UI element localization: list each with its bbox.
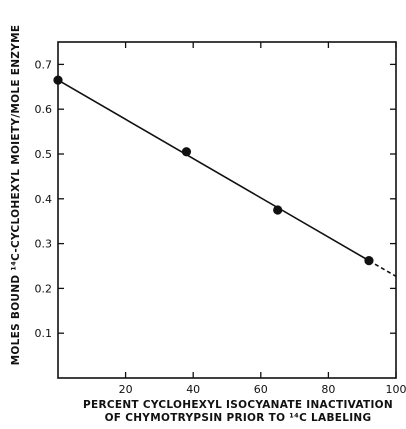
data-point xyxy=(364,256,374,266)
plot-frame-group xyxy=(57,41,397,379)
data-point xyxy=(273,205,283,215)
fit-line-group xyxy=(57,79,397,277)
y-tick-label: 0.6 xyxy=(35,103,53,116)
data-point xyxy=(181,147,192,157)
y-axis-label: MOLES BOUND ¹⁴C-CYCLOHEXYL MOIETY/MOLE E… xyxy=(10,25,22,366)
x-tick-label: 60 xyxy=(254,383,268,396)
x-axis-label-line2: OF CHYMOTRYPSIN PRIOR TO ¹⁴C LABELING xyxy=(105,412,372,424)
y-tick-label: 0.4 xyxy=(35,193,53,206)
y-tick-label: 0.1 xyxy=(35,327,53,340)
y-tick-label: 0.3 xyxy=(35,238,53,251)
tick-label-group: 0.1 0.2 0.3 0.4 0.5 0.6 0.7 20 40 60 80 100 xyxy=(35,58,406,396)
y-tick-label: 0.2 xyxy=(35,282,53,295)
fit-line-dashed xyxy=(368,259,397,277)
tick-group xyxy=(58,42,397,378)
plot-frame xyxy=(57,41,397,379)
data-point-group xyxy=(53,75,374,266)
y-tick-label: 0.5 xyxy=(35,148,53,161)
fit-line-solid xyxy=(57,79,370,262)
x-tick-label: 40 xyxy=(186,383,200,396)
x-tick-label: 20 xyxy=(119,383,133,396)
y-tick-label: 0.7 xyxy=(35,58,53,71)
data-point xyxy=(53,75,63,85)
x-tick-label: 80 xyxy=(321,383,335,396)
x-tick-label: 100 xyxy=(386,383,406,396)
x-axis-label-line1: PERCENT CYCLOHEXYL ISOCYANATE INACTIVATI… xyxy=(83,399,393,411)
